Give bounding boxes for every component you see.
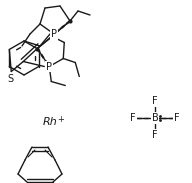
Text: F: F [130,113,136,123]
Text: Rh: Rh [43,117,57,127]
Text: F: F [174,113,180,123]
Text: P: P [51,29,57,39]
Text: P: P [46,61,52,72]
Text: F: F [152,96,158,106]
Text: S: S [7,74,13,83]
Text: +: + [58,115,65,124]
Text: B: B [152,113,158,123]
Text: F: F [152,130,158,140]
